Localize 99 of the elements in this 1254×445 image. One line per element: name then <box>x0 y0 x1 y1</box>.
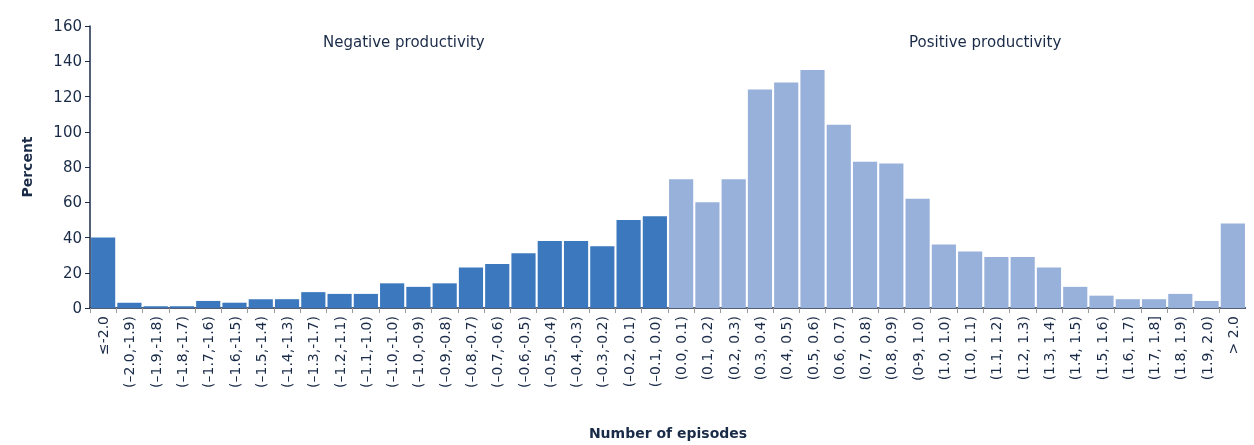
bar <box>1194 300 1219 308</box>
annotation: Positive productivity <box>909 32 1062 51</box>
y-tick-label: 100 <box>53 122 82 141</box>
x-tick-label: (0.6, 0.7) <box>830 316 847 381</box>
x-tick-label: (1.0, 1.1) <box>962 316 979 381</box>
x-tick-label: (–1.0,-1.0) <box>384 316 401 388</box>
bar <box>905 198 930 308</box>
y-tick-label: 140 <box>53 52 82 71</box>
bar <box>301 292 326 308</box>
bar <box>931 244 956 308</box>
x-tick-label: (1.9, 2.0) <box>1198 316 1215 381</box>
x-tick-label: (1.6, 1.7) <box>1119 316 1136 381</box>
x-tick-label: (–0.4,-0.3) <box>568 316 585 388</box>
x-tick-label: (0.2, 0.3) <box>725 316 742 381</box>
x-tick-label: (1.5, 1.6) <box>1093 316 1110 381</box>
bar <box>196 300 221 308</box>
x-tick-label: (–1.1,-1.0) <box>357 316 374 388</box>
x-tick-label: (–2.0,-1.9) <box>121 316 138 388</box>
x-tick-label: (–0.7,-0.6) <box>489 316 506 388</box>
bar <box>616 219 641 308</box>
bar <box>774 82 799 308</box>
bar <box>642 216 667 308</box>
bar <box>563 241 589 308</box>
bar <box>721 179 746 308</box>
x-tick-label: (–0.8,-0.7) <box>462 316 479 388</box>
bar <box>1010 256 1035 308</box>
x-tick-label: (0.1, 0.2) <box>699 316 716 381</box>
x-tick-label: (1.1, 1.2) <box>988 316 1005 381</box>
x-tick-label: ≤-2.0 <box>95 316 112 356</box>
y-tick-label: 80 <box>62 158 82 176</box>
y-tick-label: 160 <box>53 17 82 35</box>
x-tick-label: (–1.2,-1.1) <box>331 316 348 388</box>
bar <box>248 299 273 308</box>
y-axis-title: Percent <box>19 136 35 198</box>
x-tick-label: (–1.7,-1.6) <box>200 316 217 388</box>
x-tick-label: (1.2, 1.3) <box>1014 316 1031 381</box>
bar <box>432 283 457 308</box>
bar <box>695 202 720 308</box>
bar <box>380 283 405 308</box>
bar <box>91 237 116 308</box>
x-tick-label: (–0.9,-0.8) <box>436 316 453 388</box>
bar <box>826 124 851 308</box>
y-tick-label: 60 <box>62 193 82 212</box>
bar <box>1089 295 1114 308</box>
bar <box>406 286 431 308</box>
x-tick-label: (–1.3,-1.7) <box>305 316 322 388</box>
x-tick-label: (–1.4,-1.3) <box>279 316 296 388</box>
x-tick-label: > 2.0 <box>1224 316 1241 355</box>
x-tick-label: (–1.5,-1.4) <box>252 316 269 388</box>
bar <box>1036 267 1062 308</box>
x-tick-label: (1.0, 1.0) <box>935 316 952 381</box>
x-tick-label: (0.8, 0.9) <box>883 316 900 381</box>
bar <box>353 293 378 308</box>
x-tick-label: (0.5, 0.6) <box>804 316 821 381</box>
x-tick-label: (–0.5,-0.4) <box>541 316 558 388</box>
x-tick-label: (0.4, 0.5) <box>778 316 795 381</box>
y-tick-label: 20 <box>62 263 82 282</box>
annotation: Negative productivity <box>323 32 485 51</box>
x-axis-title: Number of episodes <box>588 425 748 441</box>
x-tick-label: (1.3, 1.4) <box>1040 316 1057 381</box>
bar <box>458 267 484 308</box>
x-tick-label: (0.0, 0.1) <box>673 316 690 381</box>
bar <box>274 299 300 308</box>
x-tick-label: (0.7, 0.8) <box>857 316 874 381</box>
bar <box>117 302 142 308</box>
x-tick-label: (1.4, 1.5) <box>1067 316 1084 381</box>
bar <box>222 302 247 308</box>
bar <box>1168 293 1193 308</box>
y-tick-label: 120 <box>53 87 82 106</box>
bar <box>327 293 352 308</box>
bar <box>537 241 562 308</box>
x-tick-label: (1.8, 1.9) <box>1172 316 1189 381</box>
bar <box>852 161 878 308</box>
bar <box>1063 286 1088 308</box>
x-tick-label: (–1.6,-1.5) <box>226 316 243 388</box>
x-tick-label: (1.7, 1.8] <box>1146 316 1163 381</box>
bar <box>511 253 536 308</box>
y-tick-label: 40 <box>62 228 82 247</box>
x-tick-label: (–0.2, 0.1) <box>620 316 637 388</box>
x-tick-label: (0.3, 0.4) <box>751 316 768 381</box>
bar <box>747 89 773 308</box>
y-tick-label: 0 <box>72 299 82 317</box>
bar <box>800 70 825 308</box>
bar <box>1115 299 1140 308</box>
x-tick-label: (–1.9,-1.8) <box>147 316 164 388</box>
bar <box>669 179 694 308</box>
bar <box>1220 223 1245 308</box>
bar <box>879 163 904 308</box>
x-tick-label: (–0.3,-0.2) <box>594 316 611 388</box>
bar <box>984 256 1009 308</box>
bar <box>958 251 983 308</box>
x-tick-label: (–0.1, 0.0) <box>646 316 663 388</box>
x-tick-label: (0-9, 1.0) <box>909 316 926 381</box>
x-tick-label: (–0.6,-0.5) <box>515 316 532 388</box>
bar <box>485 263 510 308</box>
bar <box>1141 299 1167 308</box>
x-tick-label: (–1.0,-0.9) <box>410 316 427 388</box>
x-tick-label: (–1.8,-1.7) <box>173 316 190 388</box>
bar <box>590 246 615 308</box>
